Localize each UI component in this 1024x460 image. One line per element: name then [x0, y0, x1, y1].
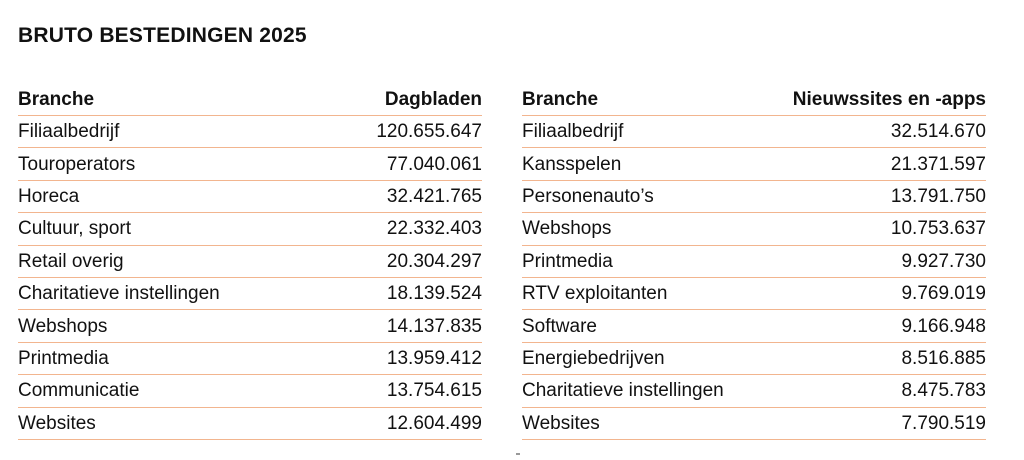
value-cell: 9.166.948: [758, 309, 986, 343]
value-cell: 20.304.297: [322, 245, 482, 278]
value-cell: 8.475.783: [758, 374, 986, 408]
table-header-row: Branche Nieuwssites en -apps: [522, 84, 986, 116]
value-cell: 77.040.061: [322, 147, 482, 181]
value-cell: 13.754.615: [322, 374, 482, 408]
table-nieuwssites: Branche Nieuwssites en -apps Filiaalbedr…: [522, 84, 986, 440]
table-row: Websites 7.790.519: [522, 407, 986, 440]
value-cell: 9.769.019: [758, 277, 986, 311]
column-header-branche: Branche: [522, 84, 759, 116]
value-cell: 9.927.730: [758, 245, 986, 278]
table-dagbladen: Branche Dagbladen Filiaalbedrijf 120.655.…: [18, 84, 482, 440]
table-header-row: Branche Dagbladen: [18, 84, 482, 116]
branche-cell: Personenauto’s: [522, 180, 759, 214]
value-cell: 13.959.412: [322, 342, 482, 376]
table-row: RTV exploitanten 9.769.019: [522, 277, 986, 311]
branche-cell: Printmedia: [18, 342, 323, 376]
column-header-nieuwssites: Nieuwssites en -apps: [758, 84, 986, 116]
table-row: Webshops 14.137.835: [18, 309, 482, 343]
branche-cell: Horeca: [18, 180, 323, 214]
table-row: Kansspelen 21.371.597: [522, 147, 986, 181]
table-row: Printmedia 13.959.412: [18, 342, 482, 376]
page-title: BRUTO BESTEDINGEN 2025: [18, 24, 307, 47]
page-footer-mark: [516, 453, 520, 455]
branche-cell: Software: [522, 309, 759, 343]
branche-cell: Websites: [18, 407, 323, 440]
table-row: Communicatie 13.754.615: [18, 374, 482, 408]
value-cell: 18.139.524: [322, 277, 482, 311]
branche-cell: Touroperators: [18, 147, 323, 181]
value-cell: 13.791.750: [758, 180, 986, 214]
branche-cell: Webshops: [522, 212, 759, 246]
value-cell: 21.371.597: [758, 147, 986, 181]
value-cell: 32.514.670: [758, 115, 986, 149]
value-cell: 10.753.637: [758, 212, 986, 246]
branche-cell: Charitatieve instellingen: [522, 374, 759, 408]
branche-cell: Printmedia: [522, 245, 759, 278]
branche-cell: Kansspelen: [522, 147, 759, 181]
value-cell: 12.604.499: [322, 407, 482, 440]
branche-cell: RTV exploitanten: [522, 277, 759, 311]
column-header-dagbladen: Dagbladen: [322, 84, 482, 116]
table-row: Touroperators 77.040.061: [18, 147, 482, 181]
value-cell: 32.421.765: [322, 180, 482, 214]
table-row: Filiaalbedrijf 32.514.670: [522, 115, 986, 149]
table-row: Energiebedrijven 8.516.885: [522, 342, 986, 376]
value-cell: 22.332.403: [322, 212, 482, 246]
value-cell: 14.137.835: [322, 309, 482, 343]
branche-cell: Retail overig: [18, 245, 323, 278]
branche-cell: Websites: [522, 407, 759, 440]
table-row: Printmedia 9.927.730: [522, 245, 986, 278]
table-row: Charitatieve instellingen 8.475.783: [522, 374, 986, 408]
table-row: Horeca 32.421.765: [18, 180, 482, 214]
table-row: Charitatieve instellingen 18.139.524: [18, 277, 482, 311]
branche-cell: Communicatie: [18, 374, 323, 408]
column-header-branche: Branche: [18, 84, 323, 116]
branche-cell: Filiaalbedrijf: [18, 115, 323, 149]
table-row: Websites 12.604.499: [18, 407, 482, 440]
branche-cell: Energiebedrijven: [522, 342, 759, 376]
branche-cell: Webshops: [18, 309, 323, 343]
value-cell: 120.655.647: [322, 115, 482, 149]
table-row: Personenauto’s 13.791.750: [522, 180, 986, 214]
table-row: Filiaalbedrijf 120.655.647: [18, 115, 482, 149]
value-cell: 8.516.885: [758, 342, 986, 376]
table-row: Retail overig 20.304.297: [18, 245, 482, 278]
table-row: Cultuur, sport 22.332.403: [18, 212, 482, 246]
table-row: Webshops 10.753.637: [522, 212, 986, 246]
value-cell: 7.790.519: [758, 407, 986, 440]
table-row: Software 9.166.948: [522, 309, 986, 343]
branche-cell: Filiaalbedrijf: [522, 115, 759, 149]
branche-cell: Cultuur, sport: [18, 212, 323, 246]
branche-cell: Charitatieve instellingen: [18, 277, 323, 311]
